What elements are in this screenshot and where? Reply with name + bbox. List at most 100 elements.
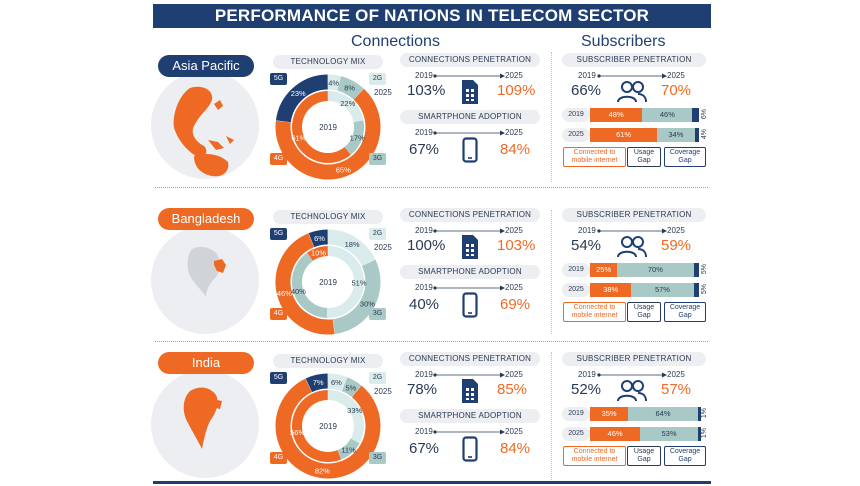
coverage-gap-value: 1% bbox=[701, 428, 708, 439]
bar-year-label: 2019 bbox=[562, 263, 590, 277]
year-2019: 2019 bbox=[415, 283, 433, 292]
arrow-icon bbox=[433, 429, 505, 435]
page-title: PERFORMANCE OF NATIONS IN TELECOM SECTOR bbox=[153, 4, 711, 28]
connections-2019-value: 78% bbox=[407, 381, 438, 398]
bottom-rule bbox=[153, 481, 711, 484]
legend-5g: 5G bbox=[270, 228, 287, 240]
column-divider bbox=[551, 352, 552, 480]
connected-segment: 35% bbox=[590, 407, 629, 421]
outer-slice-5g bbox=[275, 74, 329, 123]
smartphone-adoption-label: SMARTPHONE ADOPTION bbox=[400, 265, 540, 279]
outer-slice-label: 4% bbox=[328, 78, 339, 87]
year-2025: 2025 bbox=[505, 370, 523, 379]
smartphone-2025-value: 84% bbox=[500, 440, 531, 457]
inner-slice-label: 10% bbox=[311, 248, 326, 257]
connected-segment: 61% bbox=[590, 128, 658, 142]
connections-2025-value: 103% bbox=[497, 237, 536, 254]
sim-card-icon bbox=[460, 378, 480, 409]
smartphone-icon bbox=[462, 292, 478, 323]
outer-slice-label: 23% bbox=[291, 89, 306, 98]
donut-center-year: 2019 bbox=[319, 278, 337, 287]
outer-slice-4g bbox=[275, 88, 381, 180]
connections-2025-value: 85% bbox=[497, 381, 528, 398]
outer-slice-5g bbox=[308, 229, 329, 248]
smartphone-2019-value: 67% bbox=[409, 440, 440, 457]
arrow-icon bbox=[597, 73, 667, 79]
usage-gap-segment: 46% bbox=[642, 108, 693, 122]
subscriber-gap-bar: 2019 35% 64% 1% bbox=[562, 407, 708, 421]
tech-mix-label: TECHNOLOGY MIX bbox=[273, 210, 383, 224]
legend-3g: 3G bbox=[369, 308, 386, 320]
donut-center-year: 2019 bbox=[319, 123, 337, 132]
outer-slice-2g bbox=[327, 373, 347, 392]
legend-5g: 5G bbox=[270, 73, 287, 85]
smartphone-icon bbox=[462, 436, 478, 467]
year-2025: 2025 bbox=[505, 427, 523, 436]
inner-slice-3g bbox=[337, 438, 360, 460]
tech-mix-chart: 4% 8% 65% 23% 22% 17% 61% 2019 bbox=[273, 72, 383, 187]
tech-mix-chart: 6% 5% 82% 7% 33% 11% 56% 2019 bbox=[273, 371, 383, 486]
outer-slice-5g bbox=[305, 373, 329, 393]
outer-ring-year: 2025 bbox=[374, 243, 392, 252]
year-2019: 2019 bbox=[415, 370, 433, 379]
year-2025: 2025 bbox=[505, 226, 523, 235]
usage-gap-segment: 70% bbox=[617, 263, 694, 277]
tech-mix-donut: 4% 8% 65% 23% 22% 17% 61% 2019 bbox=[275, 74, 381, 180]
smartphone-icon bbox=[462, 137, 478, 168]
subscriber-penetration-label: SUBSCRIBER PENETRATION bbox=[562, 208, 706, 222]
subscriber-gap-bar: 2025 38% 57% 5% bbox=[562, 283, 708, 297]
year-2025: 2025 bbox=[667, 226, 685, 235]
coverage-gap-segment bbox=[694, 128, 699, 142]
connections-2019-value: 100% bbox=[407, 237, 446, 254]
region-name-pill: Asia Pacific bbox=[158, 55, 254, 77]
outer-slice-label: 18% bbox=[345, 240, 360, 249]
people-icon bbox=[616, 379, 648, 408]
legend-coverage-gap: Coverage Gap bbox=[664, 147, 706, 167]
legend-connected: Connected to mobile internet bbox=[563, 147, 626, 167]
subscriber-gap-bar: 2019 25% 70% 5% bbox=[562, 263, 708, 277]
connections-2025-value: 109% bbox=[497, 82, 536, 99]
smartphone-2025-value: 84% bbox=[500, 141, 531, 158]
connected-segment: 38% bbox=[590, 283, 632, 297]
legend-usage-gap: Usage Gap bbox=[627, 446, 661, 466]
inner-slice-4g bbox=[292, 390, 342, 462]
subscribers-header: Subscribers bbox=[581, 33, 666, 50]
smartphone-2025-value: 69% bbox=[500, 296, 531, 313]
connections-2019-value: 103% bbox=[407, 82, 446, 99]
year-2025: 2025 bbox=[667, 71, 685, 80]
region-name-pill: India bbox=[158, 352, 254, 374]
year-2019: 2019 bbox=[578, 71, 596, 80]
legend-3g: 3G bbox=[369, 153, 386, 165]
smartphone-2019-value: 40% bbox=[409, 296, 440, 313]
usage-gap-segment: 53% bbox=[640, 427, 698, 441]
coverage-gap-segment bbox=[697, 407, 701, 421]
bangladesh-map-icon bbox=[150, 225, 260, 335]
smartphone-adoption-label: SMARTPHONE ADOPTION bbox=[400, 110, 540, 124]
year-2025: 2025 bbox=[505, 71, 523, 80]
legend-connected: Connected to mobile internet bbox=[563, 446, 626, 466]
coverage-gap-segment bbox=[692, 108, 699, 122]
outer-slice-label: 8% bbox=[344, 84, 355, 93]
inner-slice-4g bbox=[307, 246, 329, 262]
arrow-icon bbox=[433, 228, 505, 234]
outer-slice-2g bbox=[327, 229, 376, 267]
outer-ring-year: 2025 bbox=[374, 88, 392, 97]
coverage-gap-segment bbox=[693, 283, 699, 297]
people-icon bbox=[616, 235, 648, 264]
subscriber-2019-value: 66% bbox=[571, 82, 602, 99]
bar-year-label: 2025 bbox=[562, 427, 590, 441]
inner-slice-label: 22% bbox=[340, 99, 355, 108]
outer-slice-3g bbox=[332, 259, 381, 335]
connections-penetration-label: CONNECTIONS PENETRATION bbox=[400, 53, 540, 67]
coverage-gap-value: 1% bbox=[701, 408, 708, 419]
legend-2g: 2G bbox=[369, 73, 386, 85]
legend-coverage-gap: Coverage Gap bbox=[664, 446, 706, 466]
tech-mix-label: TECHNOLOGY MIX bbox=[273, 55, 383, 69]
inner-slice-label: 33% bbox=[347, 406, 362, 415]
year-2019: 2019 bbox=[578, 226, 596, 235]
outer-slice-4g bbox=[275, 378, 381, 479]
year-2025: 2025 bbox=[505, 283, 523, 292]
legend-connected: Connected to mobile internet bbox=[563, 302, 626, 322]
outer-slice-label: 65% bbox=[336, 165, 351, 174]
